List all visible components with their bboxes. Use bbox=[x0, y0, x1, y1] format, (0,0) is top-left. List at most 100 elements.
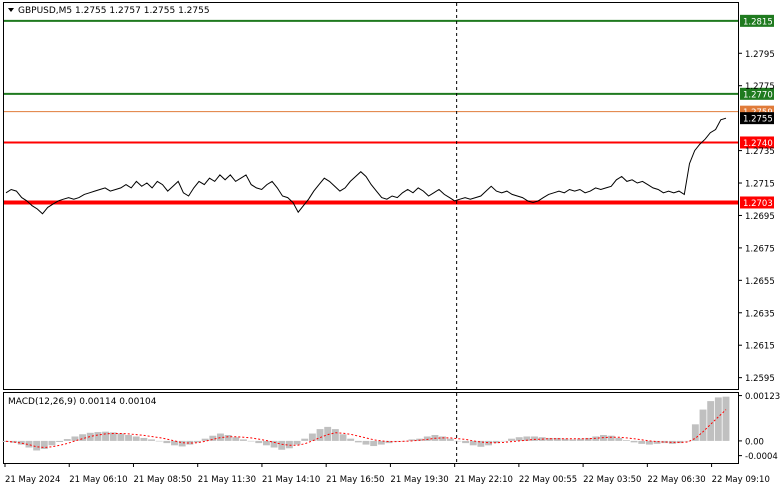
macd-bar bbox=[508, 438, 515, 441]
macd-bar bbox=[523, 436, 531, 441]
macd-bar bbox=[255, 440, 263, 444]
macd-bar bbox=[247, 440, 255, 442]
macd-bar bbox=[554, 437, 561, 441]
symbol-header: GBPUSD,M5 1.2755 1.2757 1.2755 1.2755 bbox=[8, 6, 210, 16]
level-label-text: 1.2703 bbox=[743, 199, 773, 209]
y-tick-label: 1.2735 bbox=[745, 147, 775, 157]
macd-bar bbox=[33, 440, 41, 451]
x-tick-label: 22 May 09:10 bbox=[712, 475, 770, 485]
macd-bar bbox=[194, 440, 201, 443]
macd-bar bbox=[102, 431, 110, 441]
macd-bar bbox=[485, 440, 492, 446]
macd-bar bbox=[630, 440, 638, 443]
y-tick-label: 1.2775 bbox=[745, 82, 775, 92]
level-label: 1.2815 bbox=[740, 14, 774, 27]
macd-bar bbox=[622, 440, 630, 441]
macd-bar bbox=[278, 440, 286, 450]
macd-bar bbox=[477, 440, 485, 447]
x-tick-label: 21 May 19:30 bbox=[390, 475, 448, 485]
macd-tick-label: 0.00 bbox=[745, 437, 764, 447]
macd-bar bbox=[56, 440, 64, 442]
macd-bar bbox=[324, 426, 332, 441]
macd-bar bbox=[301, 438, 309, 441]
macd-bar bbox=[423, 436, 431, 441]
level-label: 1.2770 bbox=[740, 87, 774, 100]
macd-bar bbox=[362, 440, 370, 445]
y-tick-label: 1.2635 bbox=[745, 309, 775, 319]
macd-bar bbox=[531, 436, 538, 441]
macd-bar bbox=[492, 440, 500, 444]
macd-bar bbox=[48, 440, 56, 446]
macd-bar bbox=[347, 438, 355, 441]
macd-bar bbox=[454, 440, 462, 442]
macd-bar bbox=[638, 440, 646, 444]
macd-bar bbox=[217, 433, 224, 441]
macd-bar bbox=[584, 437, 592, 441]
y-tick-label: 1.2615 bbox=[745, 342, 775, 352]
macd-signal-line bbox=[5, 409, 727, 449]
macd-bar bbox=[125, 435, 132, 441]
macd-bar bbox=[10, 440, 18, 443]
macd-bar bbox=[439, 436, 447, 441]
macd-bar bbox=[79, 434, 87, 441]
triangle-down-icon bbox=[8, 8, 14, 12]
level-label-text: 1.2740 bbox=[743, 139, 773, 149]
macd-bar bbox=[569, 439, 577, 441]
macd-bar bbox=[546, 437, 554, 441]
x-tick-label: 21 May 14:10 bbox=[262, 475, 320, 485]
macd-bar bbox=[94, 432, 102, 441]
macd-bar bbox=[17, 440, 25, 445]
macd-bar bbox=[40, 440, 48, 449]
macd-bar bbox=[232, 437, 240, 441]
macd-bar bbox=[469, 440, 477, 446]
macd-bar bbox=[140, 437, 148, 441]
level-label: 1.2703 bbox=[740, 196, 774, 209]
y-tick-label: 1.2655 bbox=[745, 277, 775, 287]
macd-bar bbox=[385, 440, 393, 444]
macd-bar bbox=[377, 440, 385, 445]
macd-bar bbox=[132, 436, 140, 441]
y-tick-label: 1.2595 bbox=[745, 374, 775, 384]
macd-bar bbox=[285, 440, 293, 449]
macd-bar bbox=[354, 440, 362, 443]
macd-label: MACD(12,26,9) 0.00114 0.00104 bbox=[8, 397, 157, 407]
macd-bar bbox=[171, 440, 178, 446]
macd-tick-label: 0.00123 bbox=[745, 392, 780, 402]
y-tick-label: 1.2695 bbox=[745, 212, 775, 222]
macd-bar bbox=[71, 436, 79, 441]
x-tick-label: 21 May 08:50 bbox=[133, 475, 191, 485]
x-tick-label: 22 May 06:30 bbox=[647, 475, 705, 485]
macd-bar bbox=[561, 438, 569, 441]
macd-bar bbox=[163, 440, 171, 444]
x-tick-label: 22 May 03:50 bbox=[583, 475, 641, 485]
current-price-label: 1.2755 bbox=[740, 112, 774, 125]
macd-bar bbox=[661, 440, 669, 444]
macd-bar bbox=[63, 439, 71, 441]
macd-bar bbox=[676, 440, 684, 444]
macd-bar bbox=[691, 424, 699, 441]
macd-bar bbox=[370, 440, 378, 447]
macd-bar bbox=[109, 432, 117, 441]
macd-panel bbox=[3, 392, 739, 464]
y-tick-label: 1.2675 bbox=[745, 244, 775, 254]
macd-bar bbox=[446, 438, 454, 441]
x-tick-label: 21 May 2024 bbox=[5, 475, 60, 485]
macd-bar bbox=[699, 409, 707, 441]
price-line bbox=[5, 117, 727, 215]
macd-bar bbox=[653, 440, 661, 444]
macd-bar bbox=[722, 396, 730, 441]
macd-bar bbox=[668, 440, 676, 444]
x-tick-label: 21 May 22:10 bbox=[455, 475, 513, 485]
x-tick-label: 21 May 11:30 bbox=[198, 475, 256, 485]
macd-bar bbox=[117, 433, 125, 441]
macd-bar bbox=[25, 440, 33, 448]
x-tick-label: 22 May 00:55 bbox=[519, 475, 577, 485]
macd-bar bbox=[209, 435, 217, 441]
macd-bar bbox=[270, 440, 278, 448]
macd-bar bbox=[607, 435, 615, 441]
macd-bar bbox=[186, 440, 194, 445]
macd-bar bbox=[224, 435, 232, 441]
macd-tick-label: -0.0004 bbox=[745, 452, 778, 462]
level-label-text: 1.2815 bbox=[743, 17, 773, 27]
